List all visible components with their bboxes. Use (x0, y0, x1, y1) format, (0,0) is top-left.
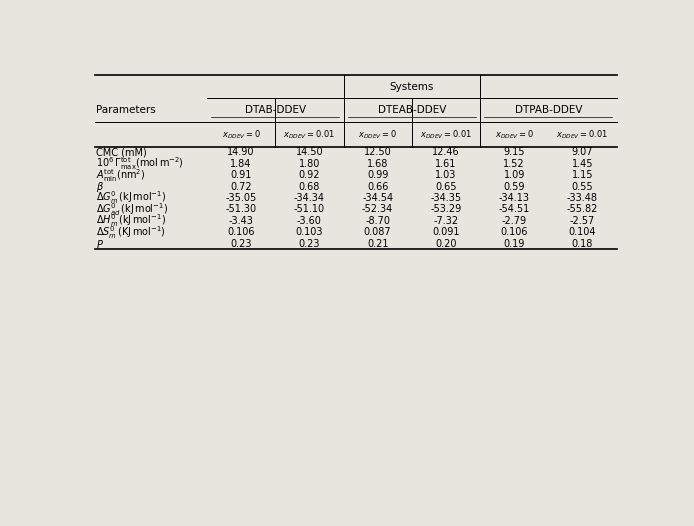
Text: -3.43: -3.43 (229, 216, 253, 226)
Text: 12.46: 12.46 (432, 147, 459, 157)
Text: 0.66: 0.66 (367, 181, 389, 191)
Text: -34.54: -34.54 (362, 193, 393, 203)
Text: 9.15: 9.15 (503, 147, 525, 157)
Text: 1.09: 1.09 (503, 170, 525, 180)
Text: Parameters: Parameters (96, 105, 156, 115)
Text: -33.48: -33.48 (567, 193, 598, 203)
Text: $10^6\,\Gamma^\mathrm{tot}_\mathrm{max}(\mathrm{mol\,m}^{-2})$: $10^6\,\Gamma^\mathrm{tot}_\mathrm{max}(… (96, 155, 185, 172)
Text: DTAB-DDEV: DTAB-DDEV (245, 105, 306, 115)
Text: Systems: Systems (389, 82, 434, 92)
Text: -34.34: -34.34 (294, 193, 325, 203)
Text: 0.087: 0.087 (364, 227, 391, 237)
Text: 0.92: 0.92 (298, 170, 320, 180)
Text: 14.50: 14.50 (296, 147, 323, 157)
Text: 1.45: 1.45 (572, 159, 593, 169)
Text: $\beta$: $\beta$ (96, 180, 104, 194)
Text: $x_\mathregular{DDEV}=0$: $x_\mathregular{DDEV}=0$ (495, 128, 534, 141)
Text: 1.52: 1.52 (503, 159, 525, 169)
Text: $\Delta G^0_m\,(\mathrm{kJ\,mol}^{-1})$: $\Delta G^0_m\,(\mathrm{kJ\,mol}^{-1})$ (96, 190, 167, 206)
Text: -54.51: -54.51 (498, 205, 530, 215)
Text: DTEAB-DDEV: DTEAB-DDEV (378, 105, 446, 115)
Text: 1.03: 1.03 (435, 170, 457, 180)
Text: $x_\mathregular{DDEV}=0$: $x_\mathregular{DDEV}=0$ (221, 128, 261, 141)
Text: 1.61: 1.61 (435, 159, 457, 169)
Text: 9.07: 9.07 (572, 147, 593, 157)
Text: -7.32: -7.32 (433, 216, 459, 226)
Text: 12.50: 12.50 (364, 147, 391, 157)
Text: -34.35: -34.35 (430, 193, 462, 203)
Text: 1.80: 1.80 (298, 159, 320, 169)
Text: -53.29: -53.29 (430, 205, 462, 215)
Text: 0.104: 0.104 (568, 227, 596, 237)
Text: -51.30: -51.30 (226, 205, 257, 215)
Text: 0.68: 0.68 (298, 181, 320, 191)
Text: $x_\mathregular{DDEV}=0$: $x_\mathregular{DDEV}=0$ (358, 128, 397, 141)
Text: 0.20: 0.20 (435, 239, 457, 249)
Text: -55.82: -55.82 (567, 205, 598, 215)
Text: -51.10: -51.10 (294, 205, 325, 215)
Text: $x_\mathregular{DDEV}=0.01$: $x_\mathregular{DDEV}=0.01$ (420, 128, 472, 141)
Text: -34.13: -34.13 (499, 193, 530, 203)
Text: 1.15: 1.15 (572, 170, 593, 180)
Text: $\Delta H^0_m\,(\mathrm{kJ\,mol}^{-1})$: $\Delta H^0_m\,(\mathrm{kJ\,mol}^{-1})$ (96, 213, 167, 229)
Text: -3.60: -3.60 (297, 216, 322, 226)
Text: 0.65: 0.65 (435, 181, 457, 191)
Text: 0.19: 0.19 (503, 239, 525, 249)
Text: 0.23: 0.23 (230, 239, 252, 249)
Text: 0.99: 0.99 (367, 170, 389, 180)
Text: -35.05: -35.05 (226, 193, 257, 203)
Text: $\Delta G^0_{ad}\,(\mathrm{kJ\,mol}^{-1})$: $\Delta G^0_{ad}\,(\mathrm{kJ\,mol}^{-1}… (96, 201, 169, 218)
Text: CMC (mM): CMC (mM) (96, 147, 147, 157)
Text: 1.84: 1.84 (230, 159, 252, 169)
Text: 0.55: 0.55 (572, 181, 593, 191)
Text: 0.103: 0.103 (296, 227, 323, 237)
Text: $x_\mathregular{DDEV}=0.01$: $x_\mathregular{DDEV}=0.01$ (283, 128, 335, 141)
Text: 0.72: 0.72 (230, 181, 252, 191)
Text: -8.70: -8.70 (365, 216, 390, 226)
Text: -2.79: -2.79 (502, 216, 527, 226)
Text: 0.21: 0.21 (367, 239, 389, 249)
Text: -52.34: -52.34 (362, 205, 393, 215)
Text: DTPAB-DDEV: DTPAB-DDEV (514, 105, 582, 115)
Text: -2.57: -2.57 (570, 216, 595, 226)
Text: 0.59: 0.59 (503, 181, 525, 191)
Text: 14.90: 14.90 (228, 147, 255, 157)
Text: $x_\mathregular{DDEV}=0.01$: $x_\mathregular{DDEV}=0.01$ (557, 128, 609, 141)
Text: 1.68: 1.68 (367, 159, 389, 169)
Text: $P$: $P$ (96, 238, 104, 250)
Text: 0.106: 0.106 (228, 227, 255, 237)
Text: 0.106: 0.106 (500, 227, 528, 237)
Text: $\Delta S^0_m\,(\mathrm{KJ\,mol}^{-1})$: $\Delta S^0_m\,(\mathrm{KJ\,mol}^{-1})$ (96, 224, 166, 241)
Text: 0.23: 0.23 (298, 239, 320, 249)
Text: 0.91: 0.91 (230, 170, 252, 180)
Text: $A^\mathrm{tot}_\mathrm{min}(\mathrm{nm}^2)$: $A^\mathrm{tot}_\mathrm{min}(\mathrm{nm}… (96, 167, 146, 184)
Text: 0.18: 0.18 (572, 239, 593, 249)
Text: 0.091: 0.091 (432, 227, 459, 237)
